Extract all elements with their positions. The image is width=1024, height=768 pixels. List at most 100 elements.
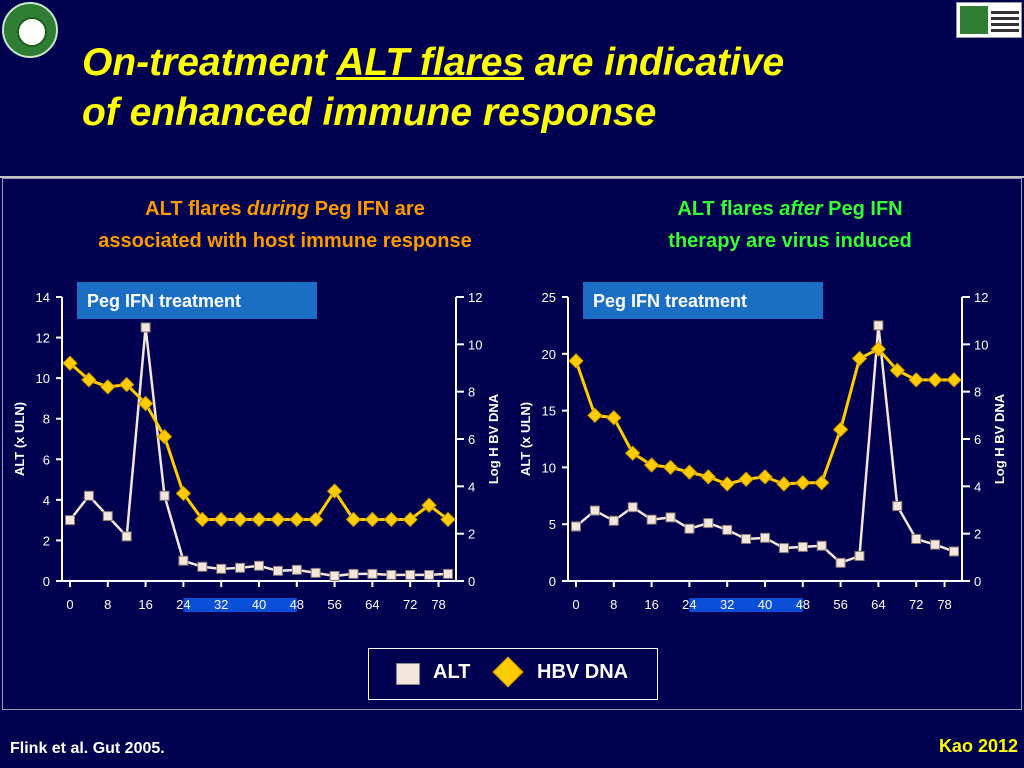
right-y2tick-label: 12 (974, 290, 988, 305)
left-alt-point (235, 562, 246, 573)
right-alt-point (873, 320, 884, 331)
right-hbv-point (719, 476, 735, 492)
left-hbv-point (364, 511, 381, 528)
left-hbv-point (289, 511, 305, 528)
left-hbv-point (213, 511, 229, 528)
left-alt-point (367, 568, 378, 579)
right-xtick-label: 78 (937, 597, 951, 612)
left-xtick-label: 72 (403, 597, 417, 612)
right-alt-point (665, 512, 676, 523)
left-alt-point (178, 555, 189, 566)
left-treatment-bar (183, 598, 297, 612)
left-alt-point (216, 563, 227, 574)
right-xtick-label: 24 (682, 597, 696, 612)
right-ytick-label: 0 (549, 574, 556, 589)
left-ylabel: ALT (x ULN) (12, 402, 27, 476)
right-treatment-box (583, 282, 823, 319)
right-hbv-point (662, 459, 679, 476)
left-xtick-label: 64 (365, 597, 379, 612)
left-hbv-point (100, 379, 116, 395)
left-y2tick-label: 4 (468, 479, 475, 494)
right-hbv-point (700, 469, 717, 485)
left-ytick-label: 4 (43, 493, 50, 508)
alt-legend-label: ALT (433, 661, 471, 683)
right-xtick-label: 0 (572, 597, 579, 612)
left-xtick-label: 24 (176, 597, 190, 612)
left-ytick-label: 8 (43, 412, 50, 427)
left-hbv-point (251, 511, 267, 528)
left-ytick-label: 6 (43, 452, 50, 467)
left-hbv-point (402, 511, 418, 528)
left-hbv-point (307, 511, 324, 528)
left-xtick-label: 16 (138, 597, 152, 612)
right-alt-point (930, 539, 941, 550)
left-alt-point (424, 569, 435, 580)
left-ytick-label: 0 (43, 574, 50, 589)
left-y2tick-label: 8 (468, 385, 475, 400)
left-xtick-label: 78 (431, 597, 445, 612)
left-hbv-point (345, 511, 362, 528)
right-hbv-point (889, 362, 906, 379)
left-hbv-point (118, 376, 135, 393)
left-alt-point (443, 568, 453, 579)
left-hbv-point (175, 485, 192, 502)
right-alt-point (684, 523, 695, 534)
right-y2label: Log H BV DNA (992, 393, 1007, 484)
right-hbv-point (946, 372, 962, 388)
left-xtick-label: 0 (66, 597, 73, 612)
left-xtick-label: 40 (252, 597, 266, 612)
left-alt-point (405, 569, 416, 580)
left-alt-point (65, 515, 75, 526)
right-hbv-point (643, 457, 660, 473)
right-alt-point (722, 524, 733, 535)
chart-legend: ALT HBV DNA (368, 648, 658, 700)
left-hbv-point (326, 483, 343, 499)
left-alt-point (254, 560, 264, 571)
left-alt-point (329, 570, 340, 581)
right-alt-point (646, 514, 657, 525)
left-hbv-point (383, 511, 400, 528)
content-frame (2, 178, 1022, 710)
right-xtick-label: 56 (833, 597, 847, 612)
right-alt-point (760, 532, 770, 543)
right-ytick-label: 15 (542, 404, 556, 419)
left-alt-point (291, 564, 302, 575)
left-hbv-point (62, 355, 78, 371)
left-xtick-label: 48 (290, 597, 304, 612)
right-alt-line (575, 325, 955, 565)
right-hbv-point (681, 464, 698, 480)
left-alt-point (121, 531, 132, 542)
right-xtick-label: 64 (871, 597, 885, 612)
alt-legend-swatch (396, 663, 420, 685)
right-hbv-point (757, 469, 773, 485)
left-xtick-label: 32 (214, 597, 228, 612)
top-divider (0, 176, 1024, 178)
right-hbv-point (870, 341, 887, 357)
right-ylabel: ALT (x ULN) (518, 402, 533, 476)
left-xtick-label: 56 (327, 597, 341, 612)
right-hbv-point (568, 353, 584, 369)
right-hbv-point (624, 445, 641, 461)
right-xtick-label: 40 (758, 597, 772, 612)
right-hbv-point (927, 372, 943, 388)
left-alt-point (83, 490, 94, 501)
left-ytick-label: 10 (36, 371, 50, 386)
hbv-legend-swatch (492, 656, 524, 688)
right-hbv-point (795, 475, 811, 491)
left-alt-point (140, 322, 151, 333)
right-hbv-point (832, 421, 849, 438)
left-y2tick-label: 6 (468, 432, 475, 447)
right-alt-point (627, 502, 638, 513)
citation: Flink et al. Gut 2005. (10, 740, 165, 757)
left-alt-point (159, 490, 170, 501)
right-panel-heading: ALT flares after Peg IFN therapy are vir… (668, 198, 912, 252)
right-alt-point (571, 521, 581, 532)
right-hbv-point (851, 350, 868, 367)
right-y2tick-label: 0 (974, 574, 981, 589)
title-underlined: ALT flares (336, 41, 525, 84)
right-hbv-point (587, 407, 603, 424)
right-y2tick-label: 6 (974, 432, 981, 447)
university-seal-logo (2, 2, 58, 58)
slide-title: On-treatment ALT flares are indicative o… (82, 38, 982, 138)
left-hbv-point (270, 511, 286, 528)
